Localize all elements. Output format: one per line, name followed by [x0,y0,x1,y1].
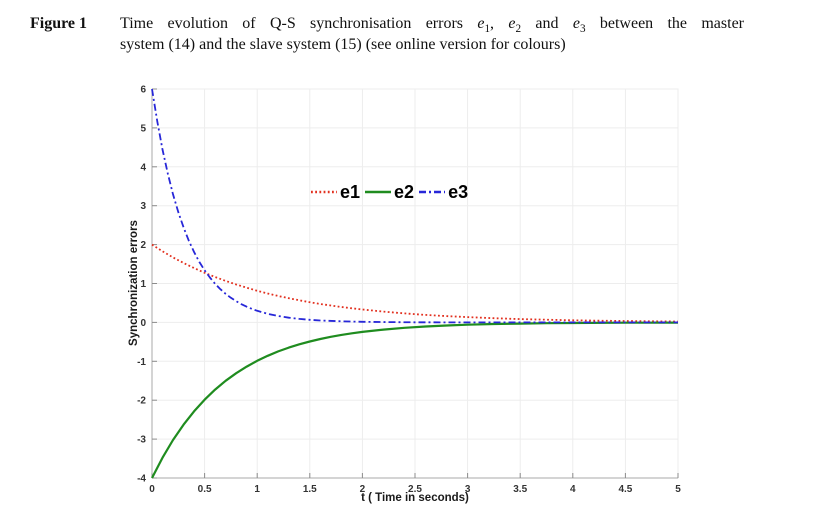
y-tick-label: 5 [140,123,146,134]
math-e2: e2 [508,15,522,36]
figure-label: Figure 1 [30,15,88,32]
legend-line-sample-e1 [311,190,337,194]
x-tick-label: 3 [465,484,471,495]
x-tick-label: 3.5 [513,484,527,495]
caption-line-2: system (14) and the slave system (15) (s… [120,36,566,53]
caption-segment: between the master [599,15,745,32]
caption-segment: Time evolution of Q-S synchronisation er… [120,15,464,32]
x-tick-label: 2.5 [408,484,422,495]
x-tick-label: 1 [254,484,260,495]
x-tick-label: 0 [149,484,155,495]
legend-item-e3: e3 [419,182,468,203]
y-tick-label: -4 [137,474,146,485]
math-e1: e1 [477,15,491,36]
y-tick-label: 1 [140,279,146,290]
plot-area: 0 0.5 1 1.5 2 2.5 3 3.5 4 4.5 5 -4 -3 -2 -1 0 1 2 3 4 5 6 [137,85,681,496]
x-tick-label: 4.5 [618,484,632,495]
x-tick-label: 5 [675,484,681,495]
y-tick-label: 3 [140,201,146,212]
legend-label: e2 [394,181,415,202]
y-axis-title: Synchronization errors [128,220,140,346]
legend-line-sample-e3 [419,190,446,194]
legend-item-e2: e2 [365,182,414,203]
series-line-e1 [151,243,679,323]
chart-legend: e1 e2 e3 [311,181,468,203]
caption-line-1: Time evolution of Q-S synchronisation er… [120,13,745,36]
x-tick-label: 1.5 [303,484,317,495]
legend-label: e3 [448,181,469,202]
x-tick-label: 0.5 [198,484,212,495]
y-tick-label: 6 [140,85,146,96]
series-line-e2 [151,321,679,479]
legend-item-e1: e1 [311,182,360,203]
caption-text: Time evolution of Q-S synchronisation er… [120,13,744,55]
x-axis-title: t ( Time in seconds) [361,492,469,504]
y-tick-label: -3 [137,435,146,446]
y-tick-label: -2 [137,396,146,407]
x-tick-label: 4 [570,484,576,495]
y-tick-label: 2 [140,240,146,251]
caption-separator: and [521,15,573,32]
legend-label: e1 [340,181,361,202]
y-tick-label: 0 [140,318,146,329]
x-tick-label: 2 [360,484,366,495]
series-line-e3 [151,88,678,324]
y-tick-label: -1 [137,357,146,368]
legend-line-sample-e2 [365,190,392,194]
caption-separator: , [490,15,509,32]
chart: 0 0.5 1 1.5 2 2.5 3 3.5 4 4.5 5 -4 -3 -2 -1 0 1 2 3 4 5 6 Syn… [0,70,826,523]
y-tick-label: 4 [140,162,146,173]
math-e3: e3 [572,15,586,36]
